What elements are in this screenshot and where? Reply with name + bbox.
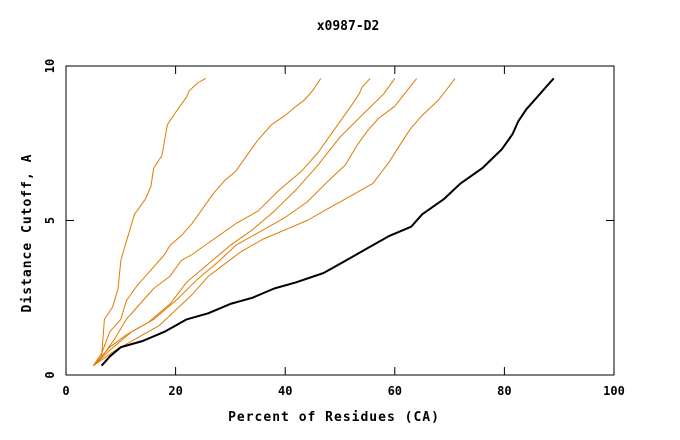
plot-frame [65,65,615,376]
y-tick-label: 10 [43,59,57,73]
series-line [93,78,371,367]
series-line [93,78,396,367]
series-line [93,77,206,367]
x-tick-label: 40 [278,384,292,398]
series-line [93,78,418,367]
axis-ticks: 0 20 40 60 80 100 0 5 10 [43,59,625,398]
x-axis-label: Percent of Residues (CA) [228,410,440,425]
x-tick-label: 80 [497,384,511,398]
y-tick-label: 0 [43,371,57,378]
series-line-highlight [100,77,555,367]
y-tick-label: 5 [43,217,57,224]
series-line [93,78,456,367]
x-tick-label: 60 [388,384,402,398]
series-layer [92,77,555,367]
x-tick-label: 100 [603,384,625,398]
series-line [92,78,322,366]
x-tick-label: 0 [62,384,69,398]
y-axis-label: Distance Cutoff, A [20,154,35,313]
chart-title: x0987-D2 [317,19,380,34]
x-tick-label: 20 [168,384,182,398]
